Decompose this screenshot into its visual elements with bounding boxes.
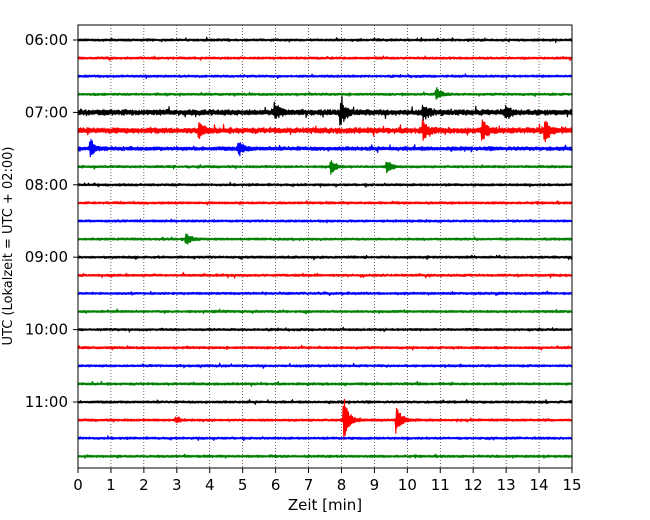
- x-tick-label: 3: [172, 476, 182, 494]
- x-tick-label: 10: [398, 476, 417, 494]
- trace-line: [77, 138, 573, 158]
- x-axis: 0 1 2 3 4 5 6 7 8 9 10 11 12 13 14 15: [73, 468, 582, 494]
- trace-line: [77, 272, 573, 279]
- trace-line: [77, 218, 573, 224]
- plot-frame: [77, 24, 573, 469]
- x-tick-label: 2: [139, 476, 149, 494]
- y-axis-label: UTC (Lokalzeit = UTC + 02:00): [1, 147, 16, 346]
- x-tick-label: 13: [497, 476, 516, 494]
- x-tick-label: 14: [530, 476, 549, 494]
- y-axis: 06:00 07:00 08:00 09:00 10:00 11:00: [25, 31, 78, 411]
- y-tick-label: 09:00: [25, 248, 68, 266]
- trace-line: [77, 55, 573, 62]
- trace-line: [77, 254, 573, 261]
- trace-line: [77, 435, 573, 442]
- plot-area: [78, 25, 572, 468]
- x-tick-label: 15: [562, 476, 581, 494]
- trace-line: [77, 344, 573, 351]
- grid: [110, 25, 540, 468]
- trace-line: [77, 160, 573, 175]
- x-tick-label: 1: [106, 476, 116, 494]
- trace-line: [77, 181, 573, 188]
- trace-line: [77, 380, 573, 387]
- x-tick-label: 12: [464, 476, 483, 494]
- trace-line: [77, 290, 573, 297]
- y-tick-label: 11:00: [25, 393, 68, 411]
- trace-line: [77, 119, 573, 143]
- y-tick-label: 06:00: [25, 31, 68, 49]
- x-tick-label: 9: [370, 476, 380, 494]
- y-tick-label: 08:00: [25, 176, 68, 194]
- trace-line: [77, 87, 573, 100]
- x-tick-label: 5: [238, 476, 248, 494]
- x-tick-label: 4: [205, 476, 215, 494]
- trace-line: [77, 399, 573, 405]
- trace-line: [77, 453, 573, 459]
- trace-line: [77, 73, 573, 80]
- x-tick-label: 7: [304, 476, 314, 494]
- x-tick-label: 0: [73, 476, 83, 494]
- x-tick-label: 11: [431, 476, 450, 494]
- y-tick-label: 07:00: [25, 103, 68, 121]
- trace-line: [77, 398, 573, 441]
- trace-line: [77, 308, 573, 315]
- y-tick-label: 10:00: [25, 321, 68, 339]
- traces: [77, 36, 573, 459]
- x-tick-label: 6: [271, 476, 281, 494]
- x-axis-label: Zeit [min]: [288, 496, 362, 514]
- trace-line: [77, 326, 573, 333]
- trace-line: [77, 36, 573, 44]
- trace-line: [77, 95, 573, 126]
- trace-line: [77, 233, 573, 245]
- x-tick-label: 8: [337, 476, 347, 494]
- trace-line: [77, 200, 573, 206]
- trace-line: [77, 362, 573, 369]
